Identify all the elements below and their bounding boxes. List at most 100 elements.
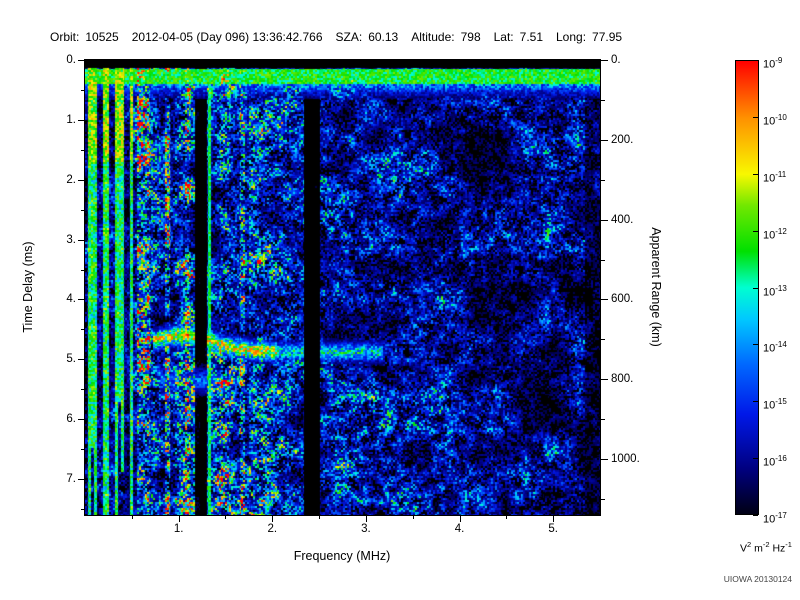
x-axis-minor-tick (506, 515, 508, 519)
colorbar-unit-exponent: -1 (785, 540, 792, 549)
credit-text: UIOWA 20130124 (723, 574, 792, 584)
colorbar-tick-exponent: -17 (775, 511, 787, 520)
y-axis-tick-label: 3. (66, 233, 76, 246)
colorbar-tick-exponent: -16 (775, 454, 787, 464)
y-axis-major-tick (78, 60, 85, 61)
colorbar-tick-base: 10 (763, 286, 776, 299)
colorbar-tick-label: 10-10 (763, 111, 787, 129)
altitude-value: 798 (460, 30, 481, 44)
x-axis-minor-tick (225, 515, 227, 519)
x-axis-minor-tick (412, 515, 414, 519)
x-axis-tick-label: 2. (267, 523, 278, 535)
x-axis-major-tick (459, 515, 461, 522)
y-axis-minor-tick (81, 449, 85, 451)
x-axis-major-tick (272, 515, 274, 522)
right-axis-tick-label: 600. (611, 293, 634, 306)
y-axis-tick-label: 7. (66, 473, 76, 486)
right-axis-tick-label: 800. (611, 373, 634, 386)
colorbar-tick-base: 10 (763, 229, 776, 242)
right-axis-tick-label: 0. (611, 54, 621, 66)
colorbar-tick (753, 287, 758, 289)
spectrogram-plot-area (84, 59, 601, 516)
right-axis-minor-tick (601, 179, 605, 181)
colorbar-tick (753, 401, 758, 403)
right-axis-minor-tick (601, 259, 605, 261)
y-axis-major-tick (78, 119, 85, 121)
colorbar-tick (753, 515, 758, 516)
colorbar-tick-label: 10-12 (763, 225, 787, 243)
y-axis-minor-tick (81, 269, 85, 271)
x-axis-tick-label: 4. (454, 523, 465, 535)
right-axis-minor-tick (601, 339, 605, 341)
colorbar-tick-exponent: -14 (775, 340, 787, 350)
colorbar-tick (753, 60, 758, 61)
right-axis-major-tick (601, 219, 608, 221)
y-axis-minor-tick (81, 329, 85, 331)
y-axis-tick-label: 5. (66, 353, 76, 366)
right-axis-minor-tick (601, 419, 605, 421)
colorbar-tick-exponent: -15 (775, 397, 787, 407)
y-axis-title: Time Delay (ms) (21, 241, 35, 333)
long-label: Long: (556, 30, 587, 44)
right-axis-minor-tick (601, 499, 605, 501)
colorbar-unit-exponent: -2 (762, 540, 770, 549)
colorbar-tick (753, 344, 758, 346)
right-axis-major-tick (601, 459, 608, 461)
colorbar-tick-base: 10 (763, 399, 776, 412)
colorbar-tick (753, 230, 758, 232)
header-field-lat: Lat: 7.51 (494, 30, 543, 44)
header-field-datetime: 2012-04-05 (Day 096) 13:36:42.766 (132, 30, 323, 44)
y-axis-minor-tick (81, 509, 85, 510)
header-field-orbit: Orbit: 10525 (50, 30, 119, 44)
x-axis-tick-label: 3. (361, 523, 371, 535)
right-axis-major-tick (601, 139, 608, 141)
colorbar-tick (753, 173, 758, 175)
orbit-label: Orbit: (50, 30, 80, 44)
colorbar-unit-base: Hz (769, 542, 786, 555)
colorbar-unit-exponent: 2 (747, 540, 752, 549)
x-axis-major-tick (178, 515, 180, 522)
y-axis-major-tick (78, 239, 85, 241)
lat-label: Lat: (493, 30, 514, 44)
y-axis-tick-label: 4. (66, 293, 76, 306)
colorbar-tick-label: 10-16 (763, 452, 787, 470)
colorbar-tick-base: 10 (763, 343, 776, 356)
x-axis-minor-tick (319, 515, 321, 519)
y-axis-major-tick (78, 479, 85, 481)
datetime-value: 2012-04-05 (Day 096) 13:36:42.766 (131, 30, 323, 44)
altitude-label: Altitude: (411, 30, 455, 44)
sza-value: 60.13 (368, 30, 399, 44)
header-field-long: Long: 77.95 (556, 30, 622, 44)
spectrogram-canvas (85, 60, 600, 515)
colorbar-tick-label: 10-9 (763, 54, 782, 72)
sza-label: SZA: (335, 30, 363, 44)
colorbar-tick-label: 10-11 (763, 168, 786, 186)
right-axis-title: Apparent Range (km) (649, 227, 663, 347)
y-axis-minor-tick (81, 209, 85, 211)
colorbar-tick-label: 10-14 (763, 338, 787, 356)
colorbar-tick-base: 10 (763, 172, 776, 185)
right-axis-major-tick (601, 60, 608, 61)
y-axis-major-tick (78, 359, 85, 361)
colorbar-tick-exponent: -13 (775, 283, 787, 293)
orbit-value: 10525 (85, 30, 119, 44)
x-axis-tick-label: 1. (173, 523, 184, 535)
colorbar-tick-label: 10-17 (763, 509, 787, 527)
colorbar-tick-exponent: -9 (775, 56, 783, 65)
y-axis-major-tick (78, 419, 85, 421)
x-axis-major-tick (553, 515, 555, 522)
colorbar-tick (753, 458, 758, 460)
x-axis-tick-label: 5. (548, 523, 558, 535)
lat-value: 7.51 (519, 30, 543, 44)
header-field-altitude: Altitude: 798 (411, 30, 480, 44)
colorbar-tick-exponent: -12 (775, 226, 787, 236)
right-axis-major-tick (601, 379, 608, 381)
long-value: 77.95 (592, 30, 623, 44)
colorbar-unit-base: V (740, 542, 748, 555)
y-axis-minor-tick (81, 89, 85, 91)
y-axis-tick-label: 0. (66, 54, 76, 66)
right-axis-tick-label: 200. (611, 133, 634, 146)
y-axis-major-tick (78, 299, 85, 301)
right-axis-tick-label: 1000. (611, 453, 640, 466)
